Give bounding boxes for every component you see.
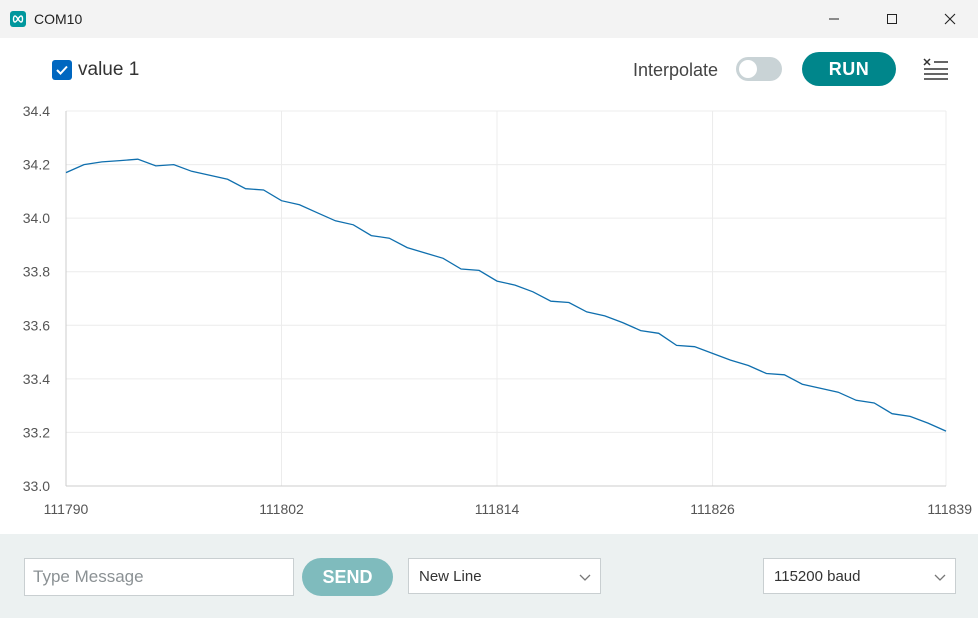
- interpolate-label: Interpolate: [633, 60, 719, 80]
- maximize-icon: [887, 14, 897, 24]
- checkmark-icon: [56, 65, 68, 75]
- run-button[interactable]: RUN: [802, 52, 896, 86]
- minimize-icon: [829, 18, 839, 20]
- maximize-button[interactable]: [864, 0, 920, 38]
- series-label: value 1: [78, 59, 140, 80]
- interpolate-toggle[interactable]: [736, 57, 782, 81]
- close-button[interactable]: [922, 0, 978, 38]
- chevron-down-icon: [579, 574, 591, 581]
- y-tick-label: 33.0: [23, 478, 50, 494]
- baud-rate-select[interactable]: 115200 baud: [763, 558, 956, 594]
- chevron-down-icon: [934, 574, 946, 581]
- y-tick-label: 34.2: [23, 157, 50, 173]
- window-title: COM10: [34, 11, 83, 27]
- close-icon: [944, 13, 956, 25]
- send-button[interactable]: SEND: [302, 558, 393, 596]
- y-tick-label: 33.4: [23, 371, 50, 387]
- series-checkbox[interactable]: [52, 60, 72, 80]
- y-tick-label: 33.2: [23, 424, 50, 440]
- toggle-knob: [739, 60, 757, 78]
- y-tick-label: 34.0: [23, 210, 50, 226]
- arduino-app-icon: [10, 11, 26, 27]
- line-ending-value: New Line: [419, 568, 482, 585]
- line-ending-select[interactable]: New Line: [408, 558, 601, 594]
- message-input[interactable]: [24, 558, 294, 596]
- clear-menu-button[interactable]: [922, 56, 950, 82]
- x-tick-label: 111839: [927, 501, 972, 517]
- x-tick-label: 111802: [259, 501, 304, 517]
- x-tick-label: 111790: [44, 501, 89, 517]
- minimize-button[interactable]: [806, 0, 862, 38]
- title-bar: COM10: [0, 0, 978, 38]
- y-tick-label: 34.4: [23, 103, 50, 119]
- x-tick-label: 111826: [690, 501, 735, 517]
- series-line: [65, 158, 947, 432]
- baud-rate-value: 115200 baud: [774, 568, 861, 585]
- y-tick-label: 33.8: [23, 264, 50, 280]
- serial-plot-chart: 34.4 34.2 34.0 33.8 33.6 33.4 33.2 33.0 111790 11…: [23, 103, 972, 517]
- x-tick-label: 111814: [475, 501, 520, 517]
- clear-menu-icon: [923, 58, 948, 80]
- y-tick-label: 33.6: [23, 317, 50, 333]
